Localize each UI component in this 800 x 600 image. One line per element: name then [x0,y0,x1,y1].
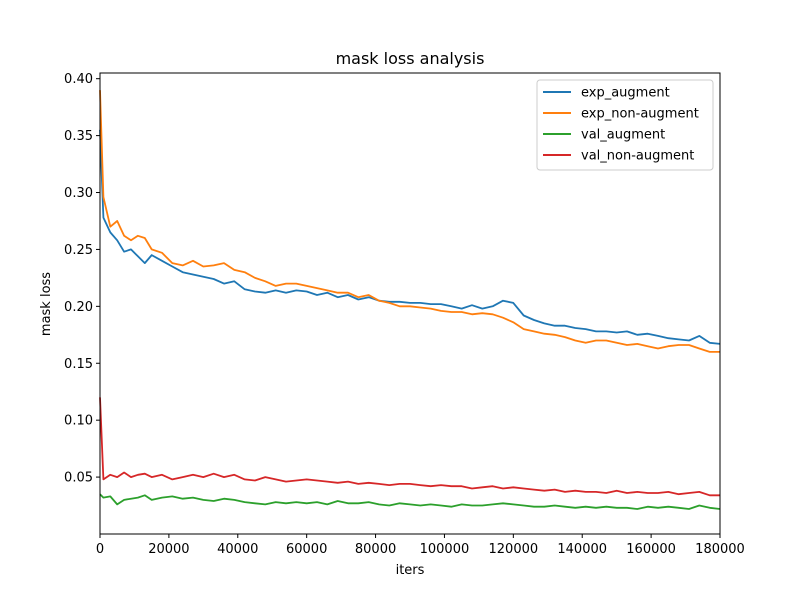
legend: exp_augment exp_non-augment val_augmentval… [536,79,714,171]
y-tick-label: 0.10 [64,414,93,429]
x-tick-label: 120000 [489,542,539,557]
x-tick-label: 60000 [286,542,327,557]
series-layer [99,90,721,510]
y-axis-label: mask loss [39,272,54,336]
x-tick-label: 0 [96,542,104,557]
x-tick-label: 160000 [626,542,676,557]
x-tick-label: 100000 [420,542,470,557]
legend-label-exp_augment: exp_augment [581,86,670,101]
x-tick-label: 40000 [217,542,258,557]
y-tick-label: 0.35 [64,129,93,144]
legend-box [536,79,714,171]
x-tick-label: 20000 [148,542,189,557]
series-line-val_non-augment [99,397,720,497]
series-line-exp_non-augment [99,90,720,353]
x-tick-label: 180000 [695,542,745,557]
series-line-val_augment [99,493,721,510]
x-tick-label: 140000 [557,542,607,557]
legend-label-val_augment: val_augment [581,128,665,143]
x-tick-label: 80000 [355,542,396,557]
y-axis: 0.05 0.10 0.15 0.20 0.25 0.30 0.35 0.40 [64,72,100,486]
y-tick-label: 0.30 [64,186,93,201]
axes-box [99,72,721,535]
series-line-exp_augment [99,129,721,345]
y-tick-label: 0.40 [64,72,93,87]
chart-title: mask loss analysis [336,49,485,68]
y-tick-label: 0.20 [64,300,93,315]
x-axis: 0 20000 40000 60000 80000 100000 120000 140000 1… [96,534,745,557]
x-axis-label: iters [396,563,425,578]
y-tick-label: 0.15 [64,357,93,372]
legend-label-val_non-augment: val_non-augment [581,149,694,164]
legend-label-exp_non-augment: exp_non-augment [581,107,699,122]
y-tick-label: 0.25 [64,243,93,258]
y-tick-label: 0.05 [64,471,93,486]
axes-frame [99,72,721,535]
